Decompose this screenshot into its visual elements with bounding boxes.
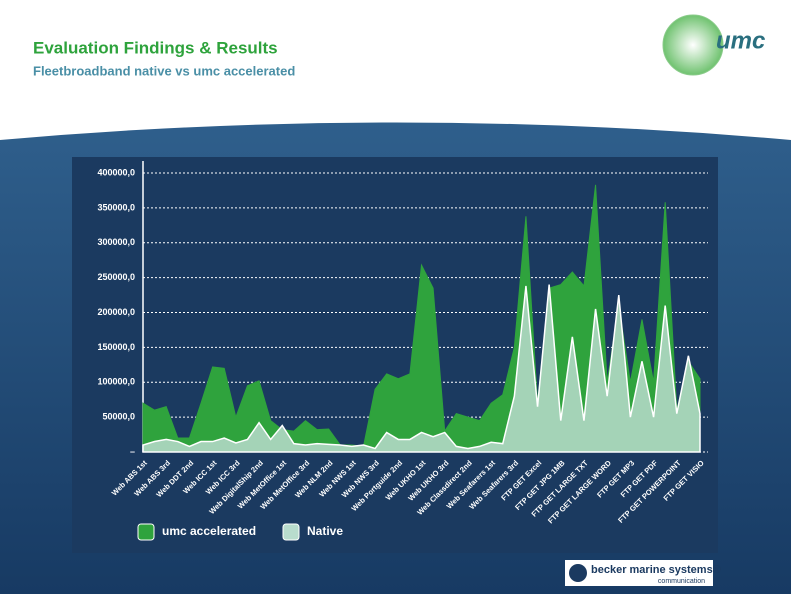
legend-label: umc accelerated	[162, 524, 256, 538]
y-tick-label: –	[130, 446, 135, 456]
y-tick-label: 50000,0	[102, 412, 135, 422]
legend-swatch	[282, 523, 300, 541]
y-tick-label: 200000,0	[97, 307, 135, 317]
y-tick-label: 300000,0	[97, 237, 135, 247]
legend-swatch	[137, 523, 155, 541]
title: Evaluation Findings & Results	[33, 38, 278, 57]
legend-label: Native	[307, 524, 343, 538]
footer-tagline: communication	[658, 578, 705, 585]
y-tick-label: 400000,0	[97, 167, 135, 177]
y-tick-label: 350000,0	[97, 202, 135, 212]
footer-brand: becker marine systems®	[591, 564, 721, 576]
logo-globe	[662, 14, 724, 76]
area-1	[142, 284, 701, 453]
subtitle: Fleetbroadband native vs umc accelerated	[33, 63, 295, 78]
logo-text: umc	[716, 27, 765, 54]
y-tick-label: 250000,0	[97, 272, 135, 282]
area-0	[142, 184, 701, 453]
footer-icon	[569, 564, 587, 582]
y-tick-label: 100000,0	[97, 377, 135, 387]
footer-box	[565, 560, 713, 586]
chart-panel	[72, 157, 718, 553]
y-tick-label: 150000,0	[97, 342, 135, 352]
